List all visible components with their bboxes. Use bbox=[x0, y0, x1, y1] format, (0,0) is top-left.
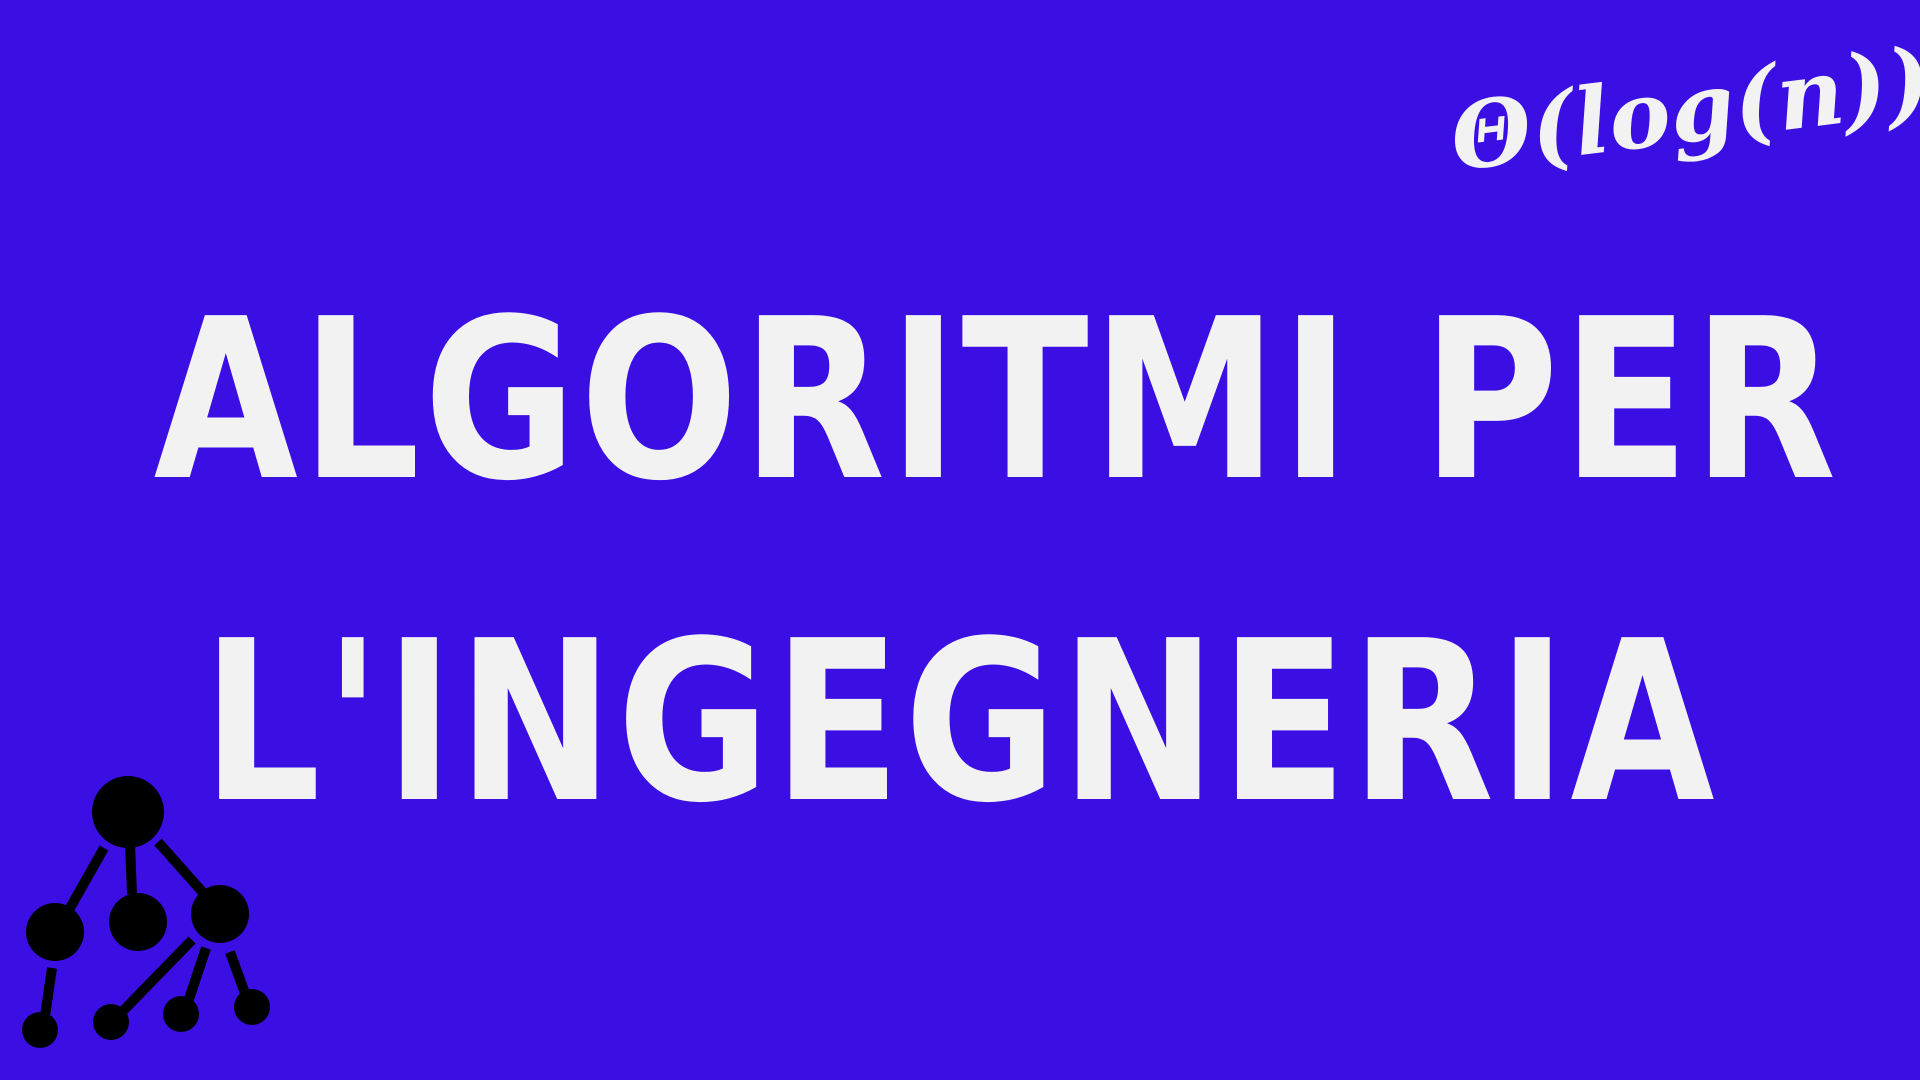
tree-node-leaf bbox=[234, 989, 270, 1025]
title-line-1: ALGORITMI PER bbox=[153, 272, 1840, 530]
tree-node-leaf bbox=[163, 996, 199, 1032]
tree-node-leaf bbox=[93, 1004, 129, 1040]
tree-edge bbox=[181, 946, 211, 1010]
title-line-2: L'INGEGNERIA bbox=[202, 594, 1718, 852]
tree-graph-icon bbox=[22, 776, 270, 1048]
tree-edge bbox=[118, 936, 196, 1016]
tree-node bbox=[109, 893, 167, 951]
tree-node bbox=[191, 885, 249, 943]
tree-node bbox=[26, 903, 84, 961]
tree-edge bbox=[40, 967, 57, 1017]
tree-node-leaf bbox=[22, 1012, 58, 1048]
complexity-label: Θ(log(n)) bbox=[1444, 26, 1920, 193]
tree-node-root bbox=[92, 776, 164, 848]
tree-edge bbox=[154, 838, 210, 900]
tree-edge bbox=[65, 845, 109, 911]
page-title: ALGORITMI PER L'INGEGNERIA bbox=[153, 240, 1840, 884]
tree-edge bbox=[125, 843, 137, 895]
tree-edge bbox=[225, 950, 251, 998]
